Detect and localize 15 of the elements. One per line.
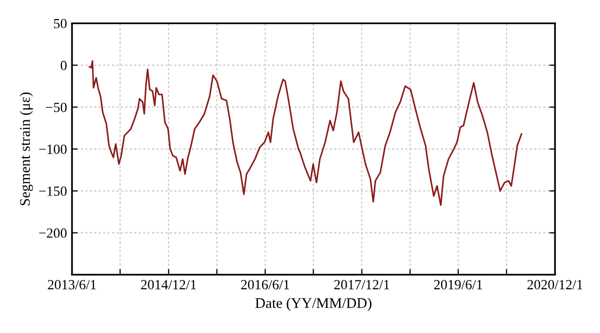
y-tick-label: −100 bbox=[39, 144, 67, 154]
y-axis-title: Segment strain (με) bbox=[20, 92, 33, 206]
x-tick-label: 2017/12/1 bbox=[334, 280, 390, 290]
y-tick-label: −150 bbox=[39, 186, 67, 196]
x-tick-label: 2014/12/1 bbox=[141, 280, 196, 290]
x-tick-label: 2019/6/1 bbox=[434, 280, 482, 290]
x-tick-label: 2016/6/1 bbox=[241, 280, 290, 290]
line-series bbox=[88, 60, 522, 206]
x-axis-title: Date (YY/MM/DD) bbox=[255, 298, 372, 311]
x-tick-label: 2013/6/1 bbox=[48, 280, 96, 290]
y-tick-label: −50 bbox=[46, 102, 67, 112]
y-tick-label: 50 bbox=[54, 18, 67, 28]
y-tick-label: 0 bbox=[60, 60, 67, 70]
y-tick-label: −200 bbox=[39, 228, 67, 238]
x-tick-label: 2020/12/1 bbox=[527, 280, 582, 290]
